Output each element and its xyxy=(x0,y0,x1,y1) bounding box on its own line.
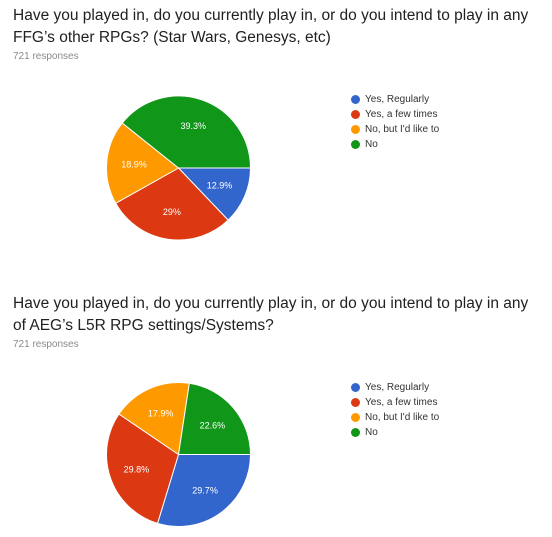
legend-item-4[interactable]: No xyxy=(351,425,439,440)
legend-swatch xyxy=(351,383,360,392)
slice-label-1: 12.9% xyxy=(207,181,233,191)
chart-title: Have you played in, do you currently pla… xyxy=(13,295,529,334)
legend: Yes, Regularly Yes, a few times No, but I'… xyxy=(351,92,439,152)
pie-slice-1[interactable] xyxy=(156,454,252,527)
pie-slice-3[interactable] xyxy=(118,382,190,456)
legend-swatch xyxy=(351,428,360,437)
legend-item-3[interactable]: No, but I'd like to xyxy=(351,410,439,425)
slice-label-1: 29.7% xyxy=(192,485,218,495)
pie-chart: 29.7% 29.8% 17.9% 22.6% xyxy=(106,382,252,527)
slice-label-4: 39.3% xyxy=(181,121,207,131)
legend-item-4[interactable]: No xyxy=(351,137,439,152)
slice-label-2: 29% xyxy=(163,207,181,217)
response-count: 721 responses xyxy=(13,51,79,62)
legend-item-3[interactable]: No, but I'd like to xyxy=(351,122,439,137)
response-count: 721 responses xyxy=(13,339,79,350)
pie-slice-3[interactable] xyxy=(106,122,180,204)
slice-label-4: 22.6% xyxy=(200,420,226,430)
legend-swatch xyxy=(351,95,360,104)
legend: Yes, Regularly Yes, a few times No, but I'… xyxy=(351,380,439,440)
legend-label: No, but I'd like to xyxy=(365,124,440,135)
legend-label: No, but I'd like to xyxy=(365,412,440,423)
legend-swatch xyxy=(351,140,360,149)
slice-label-3: 17.9% xyxy=(148,409,174,419)
pie-chart: 12.9% 29% 18.9% 39.3% xyxy=(106,95,252,241)
legend-label: No xyxy=(365,427,378,438)
legend-swatch xyxy=(351,110,360,119)
legend-item-2[interactable]: Yes, a few times xyxy=(351,107,439,122)
pie-slice-4[interactable] xyxy=(177,382,252,455)
legend-label: Yes, a few times xyxy=(365,109,438,120)
slice-label-2: 29.8% xyxy=(124,464,150,474)
legend-swatch xyxy=(351,398,360,407)
pie-slice-2[interactable] xyxy=(106,413,180,525)
legend-item-1[interactable]: Yes, Regularly xyxy=(351,380,439,395)
legend-swatch xyxy=(351,125,360,134)
legend-label: Yes, a few times xyxy=(365,397,438,408)
legend-label: Yes, Regularly xyxy=(365,382,430,393)
legend-label: Yes, Regularly xyxy=(365,94,430,105)
chart-title: Have you played in, do you currently pla… xyxy=(13,7,529,46)
pie-slice-4[interactable] xyxy=(121,95,252,169)
legend-label: No xyxy=(365,139,378,150)
legend-swatch xyxy=(351,413,360,422)
pie-slice-1[interactable] xyxy=(177,167,252,221)
legend-item-2[interactable]: Yes, a few times xyxy=(351,395,439,410)
legend-item-1[interactable]: Yes, Regularly xyxy=(351,92,439,107)
slice-label-3: 18.9% xyxy=(121,159,147,169)
pie-slice-2[interactable] xyxy=(115,167,229,241)
